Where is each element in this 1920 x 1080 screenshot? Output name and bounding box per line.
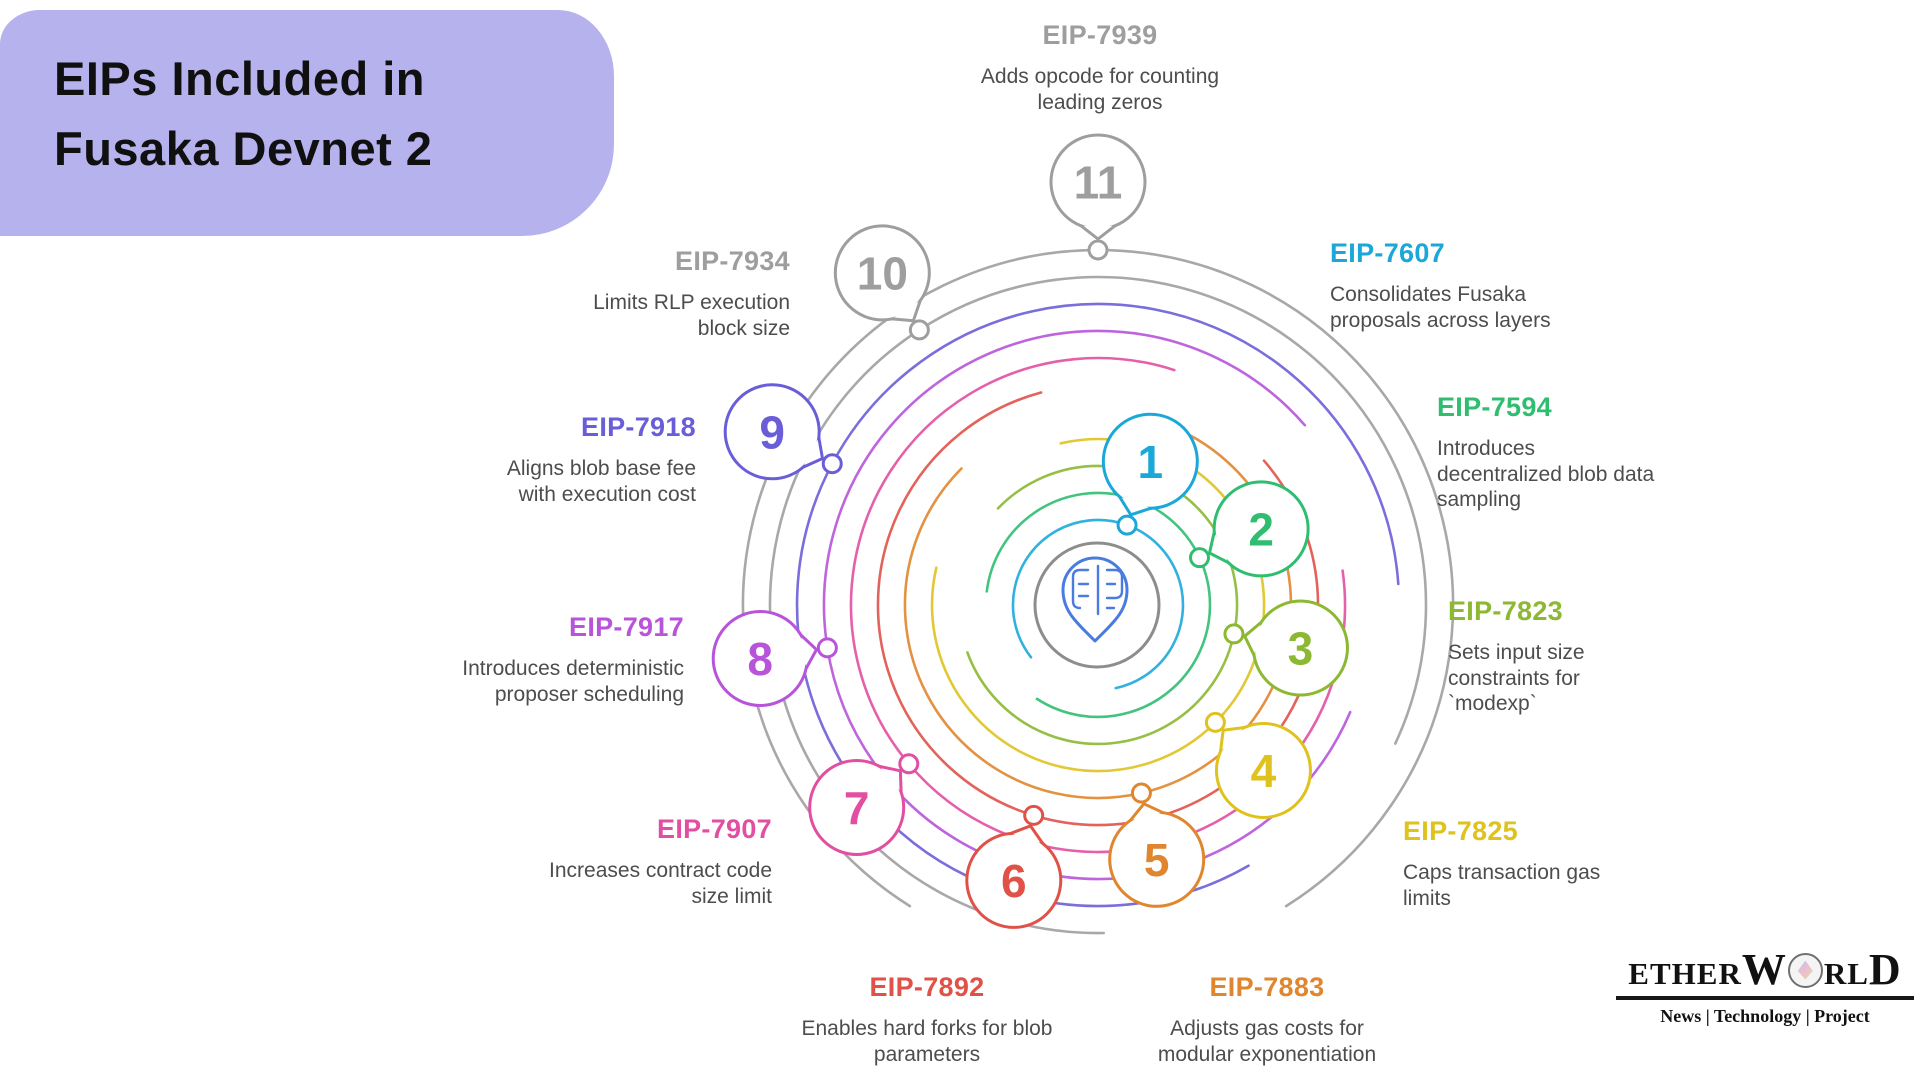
node-bubble-tail-4	[1219, 726, 1245, 752]
node-dot-10	[908, 319, 930, 341]
node-bubble-4	[1214, 721, 1312, 819]
eip-number: EIP-7594	[1437, 392, 1552, 422]
eip-description: Introduces decentralized blob data sampl…	[1437, 437, 1655, 512]
eip-description: Caps transaction gas limits	[1403, 861, 1601, 910]
eip-number: EIP-7825	[1403, 816, 1518, 846]
page-title-line1: EIPs Included in	[54, 52, 426, 105]
node-number-8: 8	[747, 633, 773, 685]
eip-number: EIP-7917	[569, 612, 684, 642]
node-bubble-tail-11	[1080, 224, 1116, 241]
node-bubble-tail-1	[1118, 495, 1152, 517]
eip-number: EIP-7934	[675, 246, 790, 276]
node-dot-11	[1087, 239, 1109, 261]
node-dot-4	[1204, 711, 1226, 733]
eip-number: EIP-7918	[581, 412, 696, 442]
node-number-1: 1	[1138, 436, 1164, 488]
eip-description: Sets input size constraints for `modexp`	[1448, 641, 1585, 716]
brand-name: Ether Wrl D	[1628, 945, 1902, 994]
node-number-11: 11	[1074, 157, 1123, 209]
eip-number: EIP-7939	[1042, 20, 1158, 50]
brand-divider	[1616, 996, 1914, 1000]
brand-tagline: News | Technology | Project	[1660, 1006, 1870, 1026]
eip-description: Adjusts gas costs for modular exponentia…	[1157, 1017, 1377, 1066]
eip-description: Aligns blob base fee with execution cost	[506, 457, 696, 506]
eip-label-7907: EIP-7907 Increases contract code size li…	[452, 814, 772, 909]
eip-number: EIP-7823	[1448, 596, 1563, 626]
ethereum-diamond-icon	[1797, 960, 1813, 980]
eip-label-7917: EIP-7917 Introduces deterministic propos…	[364, 612, 684, 707]
eip-description: Limits RLP execution block size	[593, 291, 790, 340]
title-banner: EIPs Included in Fusaka Devnet 2	[0, 10, 614, 236]
node-bubble-tail-7	[879, 764, 903, 793]
node-number-2: 2	[1248, 503, 1274, 555]
page-title-line2: Fusaka Devnet 2	[54, 121, 433, 175]
node-dot-7	[898, 753, 920, 775]
globe-icon	[1787, 952, 1823, 988]
node-bubble-tail-8	[799, 633, 818, 670]
node-bubble-tail-5	[1129, 802, 1164, 822]
node-bubble-2	[1212, 480, 1310, 578]
eip-label-7918: EIP-7918 Aligns blob base fee with execu…	[376, 412, 696, 507]
pin-circuit-detail	[1071, 568, 1090, 610]
eip-label-7939: EIP-7939 Adds opcode for counting leadin…	[940, 20, 1260, 115]
eip-description: Adds opcode for counting leading zeros	[980, 65, 1220, 114]
node-dot-6	[1023, 804, 1045, 826]
node-bubble-10	[833, 224, 931, 322]
eip-pin-logo-icon	[1061, 556, 1129, 643]
node-number-10: 10	[857, 247, 908, 299]
eip-label-7823: EIP-7823 Sets input size constraints for…	[1448, 596, 1688, 717]
node-bubble-tail-3	[1243, 621, 1263, 657]
eip-number: EIP-7892	[869, 972, 985, 1002]
node-dot-3	[1223, 623, 1245, 645]
eip-label-7607: EIP-7607 Consolidates Fusaka proposals a…	[1330, 238, 1630, 333]
eip-label-7934: EIP-7934 Limits RLP execution block size	[470, 246, 790, 341]
node-number-5: 5	[1144, 834, 1170, 886]
pin-circuit-detail	[1105, 568, 1124, 600]
eip-label-7883: EIP-7883 Adjusts gas costs for modular e…	[1107, 972, 1427, 1067]
node-number-4: 4	[1251, 745, 1277, 797]
eip-description: Enables hard forks for blob parameters	[801, 1017, 1053, 1066]
eip-number: EIP-7883	[1209, 972, 1325, 1002]
eip-description: Introduces deterministic proposer schedu…	[462, 657, 684, 706]
node-bubble-9	[723, 383, 821, 481]
eip-label-7892: EIP-7892 Enables hard forks for blob par…	[767, 972, 1087, 1067]
node-dot-2	[1189, 547, 1211, 569]
eip-label-7594: EIP-7594 Introduces decentralized blob d…	[1437, 392, 1697, 513]
eip-description: Consolidates Fusaka proposals across lay…	[1330, 283, 1551, 332]
node-bubble-tail-9	[802, 437, 824, 469]
eip-description: Increases contract code size limit	[549, 859, 772, 908]
node-number-9: 9	[759, 406, 785, 458]
node-dot-1	[1116, 514, 1138, 536]
eip-number: EIP-7907	[657, 814, 772, 844]
node-dot-9	[821, 453, 843, 475]
node-number-3: 3	[1288, 623, 1314, 675]
node-number-6: 6	[1001, 855, 1027, 907]
node-dot-5	[1130, 782, 1152, 804]
node-dot-8	[816, 637, 838, 659]
node-number-7: 7	[844, 782, 870, 834]
node-bubble-tail-10	[891, 300, 922, 323]
eip-label-7825: EIP-7825 Caps transaction gas limits	[1403, 816, 1683, 911]
node-bubble-7	[808, 758, 906, 856]
node-bubble-tail-2	[1208, 531, 1230, 565]
eip-number: EIP-7607	[1330, 238, 1445, 268]
etherworld-logo: Ether Wrl D News | Technology | Project	[1612, 948, 1918, 1027]
node-bubble-tail-6	[1009, 824, 1044, 845]
